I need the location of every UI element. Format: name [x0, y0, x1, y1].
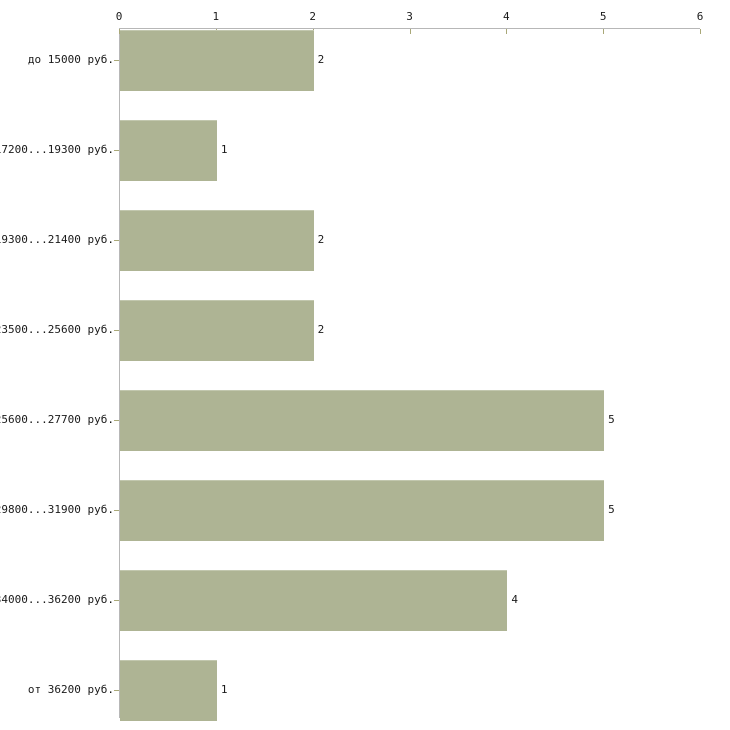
bar — [120, 210, 314, 271]
y-axis-tick — [114, 330, 119, 331]
y-axis-tick — [114, 240, 119, 241]
x-axis-tick-label: 3 — [406, 10, 413, 23]
y-axis-category-label: до 15000 руб. — [27, 53, 114, 66]
x-axis-line — [119, 28, 700, 29]
bar — [120, 660, 217, 721]
y-axis-tick — [114, 60, 119, 61]
x-axis-tick-label: 4 — [503, 10, 510, 23]
y-axis-category-label: от 36200 руб. — [27, 683, 114, 696]
bar — [120, 390, 605, 451]
x-axis-tick — [506, 29, 508, 34]
x-axis-tick-label: 2 — [309, 10, 316, 23]
y-axis-tick — [114, 690, 119, 691]
bar — [120, 480, 605, 541]
x-axis-tick-label: 6 — [696, 10, 704, 23]
y-axis-category-label: 23500...25600 руб. — [0, 323, 114, 336]
y-axis-category-label: 19300...21400 руб. — [0, 233, 114, 246]
bar — [120, 120, 217, 181]
x-axis-tick-label: 5 — [599, 10, 607, 23]
x-axis-tick — [603, 29, 605, 34]
bar-value-label: 4 — [511, 593, 518, 606]
bar-value-label: 5 — [608, 503, 615, 516]
y-axis-category-label: 25600...27700 руб. — [0, 413, 114, 426]
bar-value-label: 2 — [317, 323, 325, 336]
bar-value-label: 1 — [220, 683, 228, 696]
y-axis-tick — [114, 600, 119, 601]
bar — [120, 570, 508, 631]
y-axis-category-label: 34000...36200 руб. — [0, 593, 114, 606]
x-axis-tick-label: 0 — [115, 10, 123, 23]
y-axis-tick — [114, 420, 119, 421]
bar-value-label: 1 — [220, 143, 228, 156]
y-axis-tick — [114, 510, 119, 511]
x-axis-tick — [119, 29, 120, 34]
y-axis-category-label: 29800...31900 руб. — [0, 503, 114, 516]
x-axis-tick-label: 1 — [212, 10, 220, 23]
bar-value-label: 2 — [317, 233, 325, 246]
x-axis-tick — [700, 29, 701, 34]
bar-value-label: 2 — [317, 53, 325, 66]
bar-value-label: 5 — [608, 413, 615, 426]
y-axis-category-label: 17200...19300 руб. — [0, 143, 114, 156]
y-axis-line — [119, 28, 120, 718]
y-axis-tick — [114, 150, 119, 151]
x-axis-tick — [409, 29, 411, 34]
bar — [120, 30, 314, 91]
bar — [120, 300, 314, 361]
